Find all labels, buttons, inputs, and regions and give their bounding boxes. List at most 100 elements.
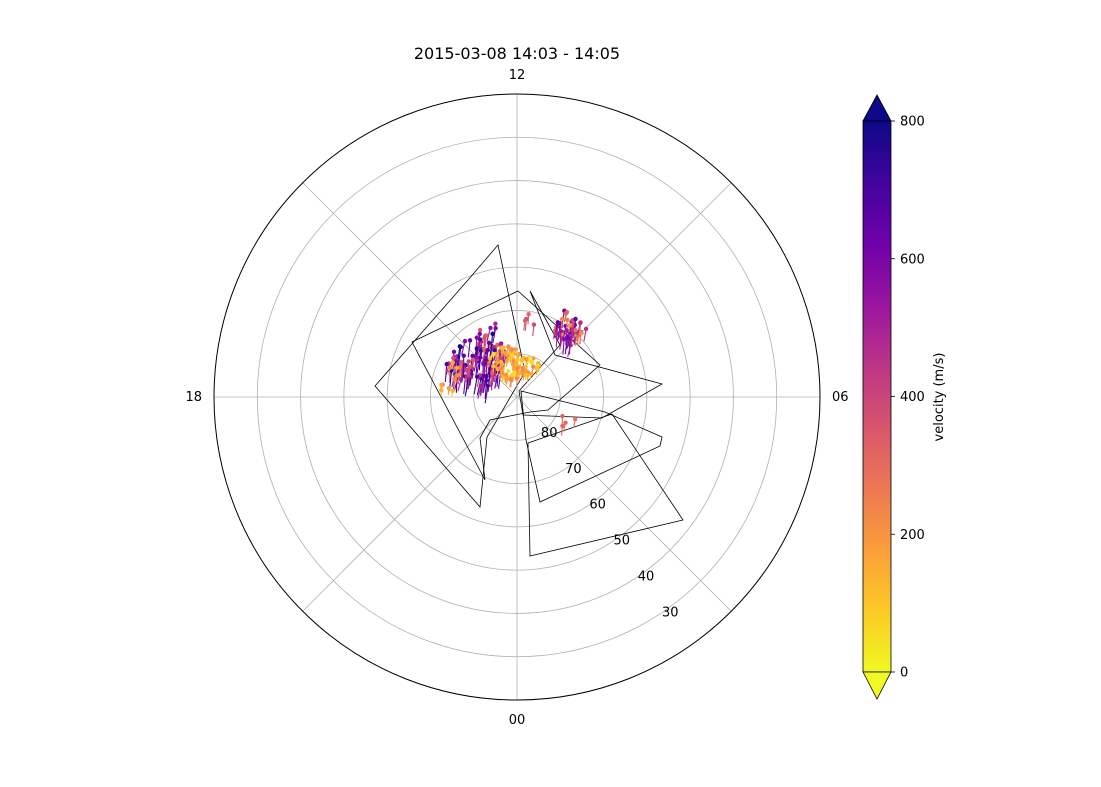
velocity-vector xyxy=(484,385,489,404)
velocity-point xyxy=(573,328,578,333)
velocity-point xyxy=(451,349,457,354)
velocity-point xyxy=(474,355,479,360)
velocity-vector xyxy=(564,337,568,355)
velocity-vector xyxy=(444,364,448,383)
velocity-vector xyxy=(553,322,559,338)
velocity-vector xyxy=(467,340,471,358)
velocity-point xyxy=(498,359,504,365)
velocity-point xyxy=(485,383,491,388)
colorbar-tick-label: 0 xyxy=(900,666,908,681)
velocity-point xyxy=(461,353,466,358)
colorbar-extend-high xyxy=(862,94,892,122)
velocity-point xyxy=(466,359,471,364)
velocity-point xyxy=(524,357,529,362)
grid-spoke xyxy=(516,396,732,612)
radar-fov-2 xyxy=(518,290,664,419)
velocity-point xyxy=(515,365,520,371)
velocity-point xyxy=(509,353,515,358)
velocity-point xyxy=(444,361,449,367)
velocity-point xyxy=(561,336,567,342)
velocity-point xyxy=(483,333,489,338)
velocity-point xyxy=(467,338,473,343)
velocity-point xyxy=(477,327,483,333)
velocity-point xyxy=(575,333,581,338)
velocity-point xyxy=(564,311,569,316)
velocity-point xyxy=(558,328,564,334)
velocity-point xyxy=(485,347,491,353)
velocity-point xyxy=(493,326,498,331)
velocity-vector xyxy=(490,333,494,354)
colorbar: 0 200 400 600 800 velocity (m/s) xyxy=(862,94,947,700)
velocity-point xyxy=(457,344,463,349)
angle-label-00: 00 xyxy=(509,713,526,728)
velocity-point xyxy=(560,413,565,419)
velocity-point xyxy=(519,357,524,363)
velocity-point xyxy=(464,367,469,372)
angular-labels: 12 06 00 18 xyxy=(185,68,848,728)
velocity-vector xyxy=(478,333,481,351)
velocity-point xyxy=(512,370,518,376)
velocity-point xyxy=(522,318,528,323)
velocity-point xyxy=(498,365,503,371)
velocity-point xyxy=(450,360,455,365)
colorbar-tick-label: 600 xyxy=(900,252,925,267)
velocity-point xyxy=(506,344,511,349)
velocity-point xyxy=(454,365,460,371)
radar-fov-outlines xyxy=(374,244,684,557)
velocity-point xyxy=(564,328,569,333)
velocity-vector xyxy=(456,346,461,366)
velocity-point xyxy=(520,365,526,371)
radial-label-60: 60 xyxy=(589,498,606,513)
velocity-point xyxy=(477,355,483,360)
velocity-vector xyxy=(476,357,481,374)
radar-fov-4 xyxy=(527,413,684,557)
velocity-point xyxy=(488,325,493,331)
velocity-vector xyxy=(473,357,478,372)
velocity-vector xyxy=(482,363,484,380)
velocity-point xyxy=(457,372,462,377)
velocity-point xyxy=(559,316,565,322)
velocity-point xyxy=(467,364,473,370)
colorbar-tick-label: 200 xyxy=(900,528,925,543)
velocity-point xyxy=(474,374,480,379)
radial-label-30: 30 xyxy=(662,605,679,620)
grid-ring xyxy=(343,223,691,571)
grid-ring xyxy=(430,310,604,484)
velocity-point xyxy=(487,356,493,361)
angle-label-06: 06 xyxy=(832,390,849,405)
radar-fov-1 xyxy=(411,290,601,481)
velocity-point xyxy=(529,359,535,365)
velocity-point xyxy=(514,360,519,366)
velocity-point xyxy=(470,357,476,362)
velocity-point xyxy=(452,376,457,382)
radial-label-80: 80 xyxy=(541,426,558,441)
velocity-vector xyxy=(492,328,497,344)
velocity-point xyxy=(481,346,487,351)
colorbar-tick-label: 800 xyxy=(900,115,925,130)
velocity-point xyxy=(526,311,531,317)
velocity-point xyxy=(505,353,510,358)
velocity-point xyxy=(500,345,505,351)
velocity-point xyxy=(517,371,522,376)
velocity-vector xyxy=(555,333,558,348)
velocity-vector xyxy=(484,350,489,367)
velocity-vector xyxy=(573,318,577,337)
velocity-point xyxy=(531,356,536,361)
grid-ring xyxy=(300,180,734,614)
velocity-point xyxy=(458,364,463,369)
velocity-point xyxy=(486,340,492,346)
radial-tick-labels: 80 70 60 50 40 30 xyxy=(541,426,679,620)
velocity-point xyxy=(535,366,540,372)
velocity-point xyxy=(563,420,568,425)
velocity-point xyxy=(491,351,496,357)
velocity-point xyxy=(459,360,464,365)
velocity-vector xyxy=(457,346,462,367)
velocity-point xyxy=(495,342,500,347)
colorbar-tick-label: 400 xyxy=(900,390,925,405)
angle-label-18: 18 xyxy=(185,390,202,405)
velocity-point xyxy=(493,321,498,326)
angle-label-12: 12 xyxy=(509,68,526,83)
velocity-point xyxy=(531,322,537,327)
radar-fov-3 xyxy=(520,390,663,503)
